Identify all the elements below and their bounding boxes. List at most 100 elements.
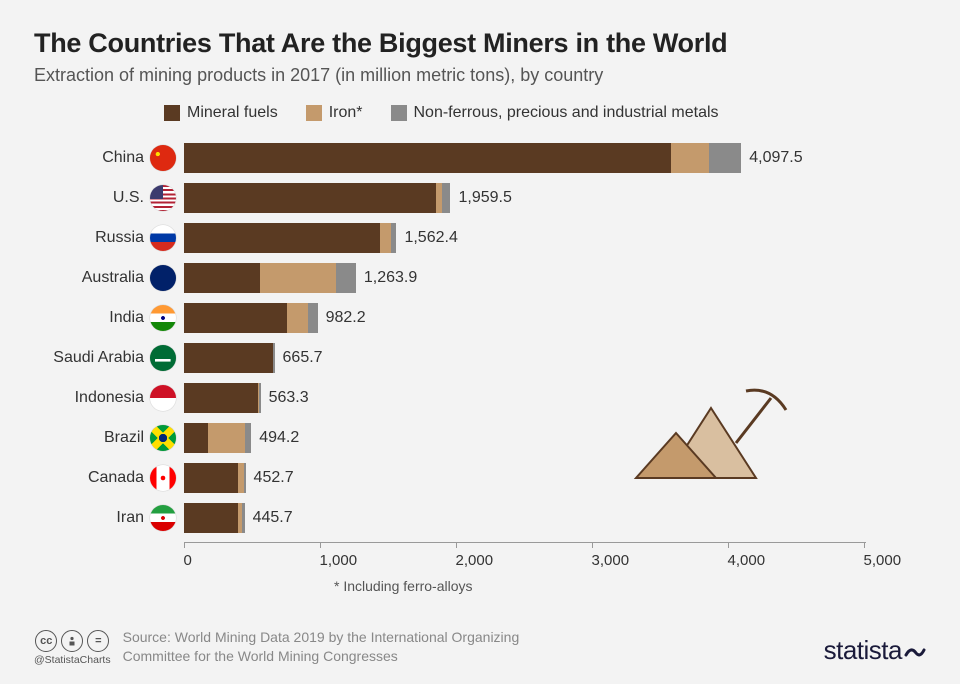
chart-subtitle: Extraction of mining products in 2017 (i… [34, 65, 926, 86]
x-tick-label: 0 [184, 552, 185, 569]
footer-left: cc = @StatistaCharts Source: World Minin… [34, 628, 523, 666]
bar [184, 183, 450, 213]
brand-wave-icon [904, 640, 926, 662]
bar-segment-metals [709, 143, 741, 173]
infographic-container: The Countries That Are the Biggest Miner… [0, 0, 960, 684]
bar-segment-iron [671, 143, 709, 173]
bar-segment-mineral-fuels [184, 303, 287, 333]
bar-segment-metals [336, 263, 356, 293]
x-tick: 5,000 [864, 542, 865, 569]
country-label: Indonesia [34, 389, 144, 407]
brand-logo: statista [824, 635, 926, 666]
chart-title: The Countries That Are the Biggest Miner… [34, 28, 926, 59]
x-tick: 2,000 [456, 542, 457, 569]
value-label: 1,959.5 [458, 189, 511, 207]
bar-segment-metals [245, 423, 251, 453]
legend-label: Mineral fuels [187, 104, 278, 122]
legend-item: Mineral fuels [164, 104, 278, 122]
bar-segment-mineral-fuels [184, 463, 238, 493]
value-label: 1,263.9 [364, 269, 417, 287]
bar-row: India982.2 [184, 298, 866, 338]
x-tick-label: 1,000 [320, 552, 321, 569]
country-label: Canada [34, 469, 144, 487]
country-label: Australia [34, 269, 144, 287]
flag-icon [150, 265, 176, 291]
legend-swatch [164, 105, 180, 121]
bar-segment-mineral-fuels [184, 383, 258, 413]
bar [184, 423, 251, 453]
value-label: 4,097.5 [749, 149, 802, 167]
bar [184, 303, 318, 333]
bar-segment-mineral-fuels [184, 183, 436, 213]
bar [184, 263, 356, 293]
by-icon [61, 630, 83, 652]
value-label: 563.3 [269, 389, 309, 407]
bar-row: Russia1,562.4 [184, 218, 866, 258]
legend-swatch [306, 105, 322, 121]
bar-segment-metals [442, 183, 450, 213]
x-axis-baseline [184, 542, 866, 543]
bar-segment-iron [287, 303, 308, 333]
cc-icon: cc [35, 630, 57, 652]
bar-segment-metals [308, 303, 317, 333]
flag-icon [150, 425, 176, 451]
legend-label: Non-ferrous, precious and industrial met… [414, 104, 719, 122]
mining-illustration-icon [626, 378, 796, 498]
country-label: China [34, 149, 144, 167]
bar-segment-mineral-fuels [184, 423, 208, 453]
x-tick-label: 2,000 [456, 552, 457, 569]
flag-icon [150, 505, 176, 531]
bar [184, 143, 741, 173]
x-tick-mark [456, 542, 457, 548]
source-text: Source: World Mining Data 2019 by the In… [123, 628, 523, 666]
legend-swatch [391, 105, 407, 121]
bar-segment-iron [208, 423, 245, 453]
flag-icon [150, 145, 176, 171]
brand-name: statista [824, 635, 902, 666]
x-tick-mark [184, 542, 185, 548]
value-label: 1,562.4 [404, 229, 457, 247]
bar-segment-metals [244, 463, 246, 493]
bar-segment-iron [380, 223, 391, 253]
x-tick-label: 4,000 [728, 552, 729, 569]
country-label: Iran [34, 509, 144, 527]
x-tick-label: 5,000 [864, 552, 865, 569]
legend-item: Iron* [306, 104, 363, 122]
country-label: India [34, 309, 144, 327]
footnote: * Including ferro-alloys [184, 578, 866, 594]
flag-icon [150, 345, 176, 371]
value-label: 665.7 [283, 349, 323, 367]
bar [184, 383, 261, 413]
x-axis: 0 1,000 2,000 3,000 4,000 5,000 [184, 542, 866, 568]
bar-segment-mineral-fuels [184, 263, 260, 293]
chart-body: China4,097.5U.S.1,959.5Russia1,562.4Aust… [34, 138, 926, 594]
bar-segment-metals [273, 343, 274, 373]
country-label: Brazil [34, 429, 144, 447]
x-tick-mark [864, 542, 865, 548]
bar-row: China4,097.5 [184, 138, 866, 178]
flag-icon [150, 225, 176, 251]
legend: Mineral fuels Iron* Non-ferrous, precious … [34, 104, 926, 122]
flag-icon [150, 385, 176, 411]
bar-row: Iran445.7 [184, 498, 866, 538]
country-label: U.S. [34, 189, 144, 207]
value-label: 445.7 [253, 509, 293, 527]
legend-item: Non-ferrous, precious and industrial met… [391, 104, 719, 122]
bar [184, 223, 396, 253]
x-tick: 3,000 [592, 542, 593, 569]
nd-icon: = [87, 630, 109, 652]
bar-segment-metals [391, 223, 396, 253]
bar [184, 463, 246, 493]
x-tick: 4,000 [728, 542, 729, 569]
bar-segment-metals [242, 503, 244, 533]
x-tick-mark [592, 542, 593, 548]
flag-icon [150, 465, 176, 491]
bar-row: Australia1,263.9 [184, 258, 866, 298]
value-label: 452.7 [254, 469, 294, 487]
x-tick: 1,000 [320, 542, 321, 569]
value-label: 494.2 [259, 429, 299, 447]
x-tick: 0 [184, 542, 185, 569]
bar-row: U.S.1,959.5 [184, 178, 866, 218]
bar-segment-iron [260, 263, 336, 293]
bar-segment-iron [436, 183, 443, 213]
